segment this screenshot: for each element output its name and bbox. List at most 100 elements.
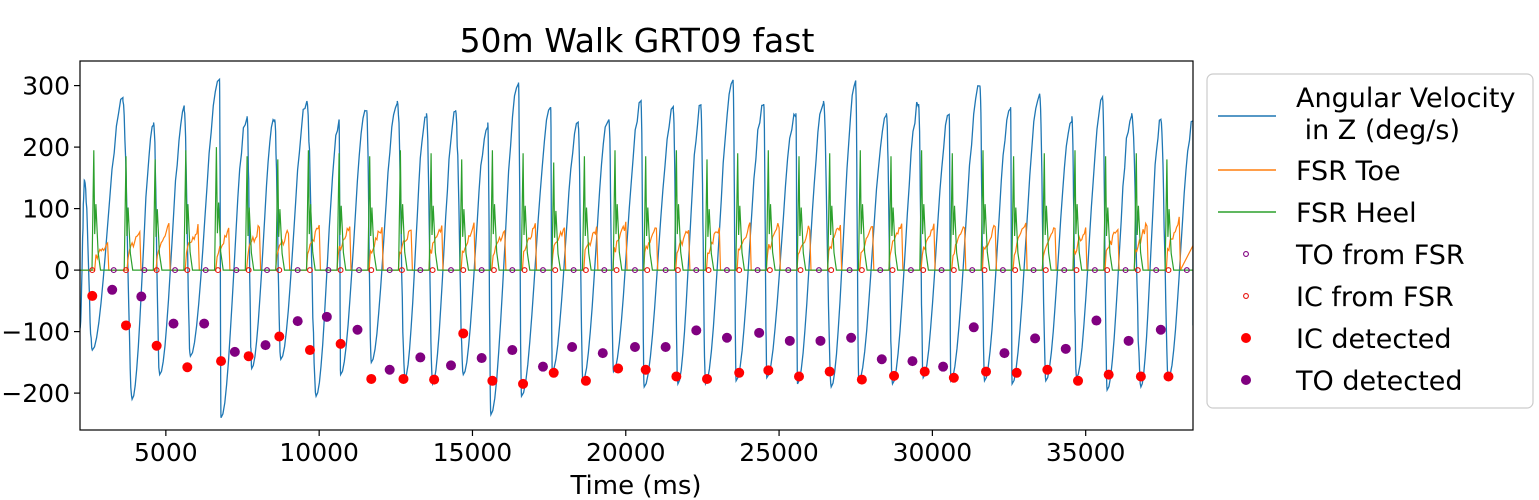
to-from-fsr-point [601, 267, 608, 274]
to-detected-point [721, 332, 732, 343]
chart-title: 50m Walk GRT09 fast [460, 21, 815, 60]
ic-detected-point [274, 331, 285, 342]
y-tick-label: 0 [54, 256, 70, 285]
ic-detected-point [1103, 369, 1114, 380]
ic-from-fsr-point [766, 267, 773, 274]
ic-detected-point [487, 375, 498, 386]
x-tick-label: 20000 [586, 438, 666, 467]
to-detected-point [784, 335, 795, 346]
ic-detected-point [981, 366, 992, 377]
ic-detected-point [398, 373, 409, 384]
to-detected-point [415, 352, 426, 363]
ic-detected-point [794, 371, 805, 382]
to-detected-point [1030, 333, 1041, 344]
legend-label-fsr-toe: FSR Toe [1296, 156, 1401, 187]
to-from-fsr-point [1122, 267, 1129, 274]
to-detected-point [168, 318, 179, 329]
ic-from-fsr-point [521, 267, 528, 274]
ic-detected-point [216, 356, 227, 367]
ic-detected-point [429, 374, 440, 385]
ic-detected-point [1163, 371, 1174, 382]
to-detected-point [629, 341, 640, 352]
ic-from-fsr-point [89, 267, 96, 274]
to-from-fsr-point [846, 267, 853, 274]
x-tick-label: 35000 [1046, 438, 1126, 467]
to-detected-point [384, 364, 395, 375]
to-from-fsr-point [294, 267, 301, 274]
legend-swatch-ic-detected [1241, 333, 1251, 343]
ic-detected-point [243, 351, 254, 362]
to-from-fsr-point [969, 267, 976, 274]
to-detected-point [537, 361, 548, 372]
ic-from-fsr-point [858, 267, 865, 274]
to-from-fsr-point [907, 267, 914, 274]
to-from-fsr-point [1061, 267, 1068, 274]
ic-from-fsr-point [1012, 267, 1019, 274]
legend: Angular Velocity in Z (deg/s) FSR Toe FSR … [1206, 73, 1534, 409]
to-detected-point [292, 316, 303, 327]
ic-from-fsr-point [153, 267, 160, 274]
legend-label-fsr-heel: FSR Heel [1296, 198, 1417, 229]
ic-detected-point [548, 367, 559, 378]
ic-from-fsr-point [276, 267, 283, 274]
to-from-fsr-point [632, 267, 638, 274]
ic-detected-point [824, 366, 835, 377]
ic-from-fsr-point [981, 267, 988, 274]
to-from-fsr-point [386, 267, 393, 274]
to-from-fsr-point [509, 267, 516, 274]
to-detected-point [229, 346, 240, 357]
ic-from-fsr-point [398, 267, 405, 274]
ic-detected-point [87, 290, 98, 301]
to-detected-point [754, 327, 765, 338]
to-detected-point [1155, 324, 1166, 335]
y-tick-label: 100 [22, 195, 70, 224]
series-angular-velocity-line [80, 77, 1193, 418]
to-from-fsr-point [325, 267, 332, 274]
legend-swatch-to-detected [1241, 375, 1251, 385]
ic-from-fsr-point [337, 267, 344, 274]
ic-from-fsr-point [828, 267, 835, 274]
to-from-fsr-point [570, 267, 577, 274]
legend-frame [1206, 73, 1534, 409]
ic-from-fsr-point [889, 267, 896, 274]
to-detected-point [1091, 315, 1102, 326]
to-from-fsr-point [356, 267, 362, 274]
series-layer [80, 77, 1193, 418]
ic-from-fsr-point [215, 267, 221, 274]
ic-from-fsr-point [920, 267, 927, 274]
to-from-fsr-point [478, 267, 485, 274]
x-axis-label: Time (ms) [569, 471, 701, 500]
x-tick-label: 5000 [134, 438, 198, 467]
y-axis: −200 −100 0 100 200 300 [1, 72, 80, 408]
series-fsr-toe-line [80, 216, 1193, 271]
to-from-fsr-point [877, 267, 884, 274]
ic-from-fsr-point [644, 267, 651, 274]
to-from-fsr-point [141, 267, 148, 274]
to-from-fsr-point [110, 267, 117, 274]
to-from-fsr-point [233, 267, 240, 274]
ic-from-fsr-point [1042, 267, 1049, 274]
to-from-fsr-point [172, 267, 178, 274]
y-tick-label: 300 [22, 72, 70, 101]
to-detected-point [999, 348, 1010, 359]
to-from-fsr-point [693, 267, 700, 274]
to-detected-point [321, 311, 332, 322]
ic-detected-point [335, 338, 346, 349]
ic-detected-point [151, 340, 162, 351]
to-detected-point [876, 354, 887, 365]
to-detected-point [476, 353, 487, 364]
ic-detected-point [613, 363, 624, 374]
ic-from-fsr-point [245, 267, 252, 274]
ic-detected-point [304, 345, 315, 356]
ic-from-fsr-point [674, 267, 681, 274]
to-from-fsr-point [724, 267, 730, 274]
legend-label-to-detected: TO detected [1295, 366, 1462, 397]
to-detected-point [199, 318, 210, 329]
to-detected-point [107, 284, 118, 295]
to-detected-point [567, 341, 578, 352]
x-axis: 5000 10000 15000 20000 25000 30000 35000 [134, 430, 1125, 467]
x-tick-label: 25000 [739, 438, 819, 467]
ic-detected-point [734, 367, 745, 378]
to-detected-point [1123, 335, 1134, 346]
